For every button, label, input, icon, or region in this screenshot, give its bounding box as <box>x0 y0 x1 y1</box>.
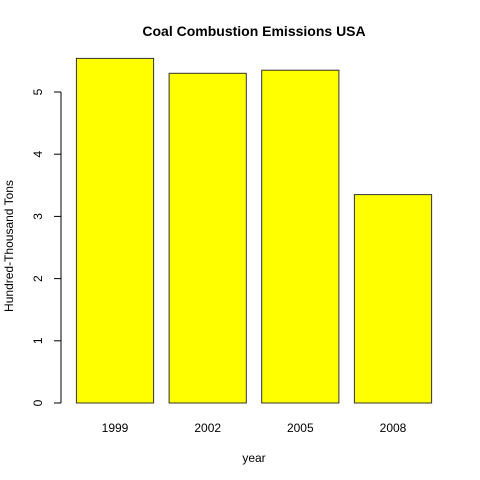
y-axis: 0 1 2 3 4 5 <box>31 88 62 406</box>
bar-2002 <box>168 72 247 404</box>
bar-1999 <box>75 57 155 404</box>
bars-layer <box>75 57 433 404</box>
y-tick-label: 3 <box>31 213 45 220</box>
x-axis-label: year <box>242 451 265 465</box>
x-tick-label: 2002 <box>194 421 221 435</box>
x-tick-label: 1999 <box>102 421 129 435</box>
y-tick-label: 1 <box>31 337 45 344</box>
chart-title: Coal Combustion Emissions USA <box>142 23 365 39</box>
bar-2005 <box>261 69 340 404</box>
x-category-labels: 1999 2002 2005 2008 <box>102 421 407 435</box>
bar-2008 <box>353 194 433 404</box>
y-tick-label: 5 <box>31 88 45 95</box>
x-tick-label: 2008 <box>380 421 407 435</box>
x-tick-label: 2005 <box>287 421 314 435</box>
y-axis-label: Hundred-Thousand Tons <box>2 180 16 312</box>
y-tick-label: 4 <box>31 151 45 158</box>
y-tick-label: 2 <box>31 275 45 282</box>
y-tick-label: 0 <box>31 399 45 406</box>
